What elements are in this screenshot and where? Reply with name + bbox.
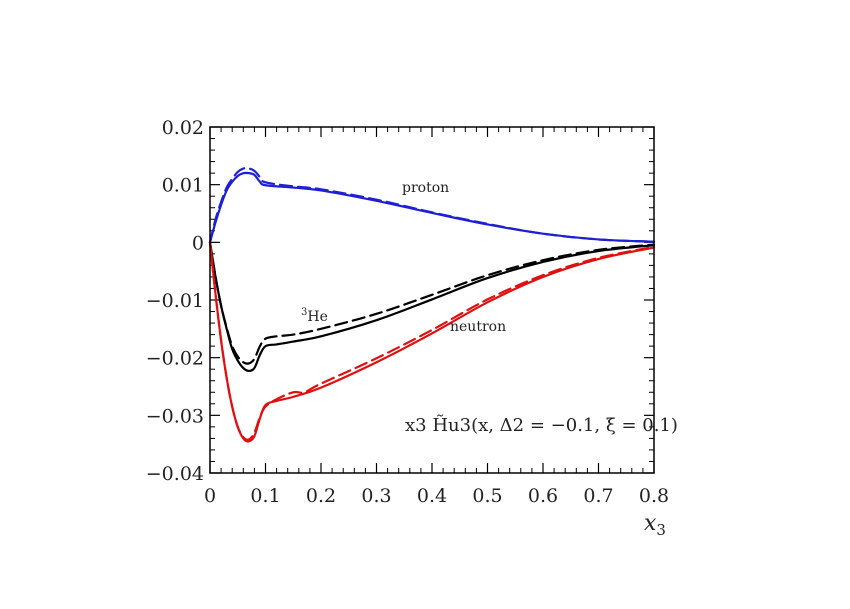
he3-label: 3He <box>301 307 328 325</box>
y-tick-label: 0 <box>192 232 204 254</box>
y-tick-label: 0.02 <box>162 117 204 139</box>
plot-annotation: x3 H̃u3(x, Δ2 = −0.1, ξ = 0.1) <box>405 414 678 436</box>
x-tick-label: 0.8 <box>639 485 669 507</box>
x-tick-label: 0.3 <box>361 485 391 507</box>
x-tick-label: 0.2 <box>306 485 336 507</box>
he3-label-sup: 3 <box>301 307 307 318</box>
series-line-neutron-solid <box>208 241 656 443</box>
series-line-3he-dashed <box>208 241 656 365</box>
x-axis-label-sub: 3 <box>656 521 666 539</box>
series-layer <box>208 167 656 443</box>
x-tick-label: 0 <box>204 485 216 507</box>
x-axis-label-main: x <box>644 511 657 536</box>
series-line-proton-solid <box>208 171 656 244</box>
x-tick-label: 0.7 <box>583 485 613 507</box>
series-line-proton-dashed <box>208 167 656 244</box>
he3-label-main: He <box>307 309 328 325</box>
x-axis-label: x3 <box>644 511 666 539</box>
plot-frame <box>209 126 655 474</box>
neutron-label: neutron <box>450 319 506 335</box>
y-tick-label: −0.01 <box>146 290 204 312</box>
x-tick-label: 0.4 <box>417 485 447 507</box>
y-tick-label: −0.02 <box>146 348 204 370</box>
proton-label: proton <box>402 180 449 196</box>
y-tick-label: 0.01 <box>162 175 204 197</box>
x-tick-label: 0.5 <box>472 485 502 507</box>
x-tick-label: 0.1 <box>250 485 280 507</box>
x-tick-label: 0.6 <box>528 485 558 507</box>
series-line-neutron-dashed <box>208 241 656 441</box>
y-tick-label: −0.03 <box>146 405 204 427</box>
y-tick-label: −0.04 <box>146 463 204 485</box>
tick-labels: 0 0.1 0.2 0.3 0.4 0.5 0.6 0.7 0.8 0.02 0.01 0 −0.01 −… <box>146 117 669 507</box>
